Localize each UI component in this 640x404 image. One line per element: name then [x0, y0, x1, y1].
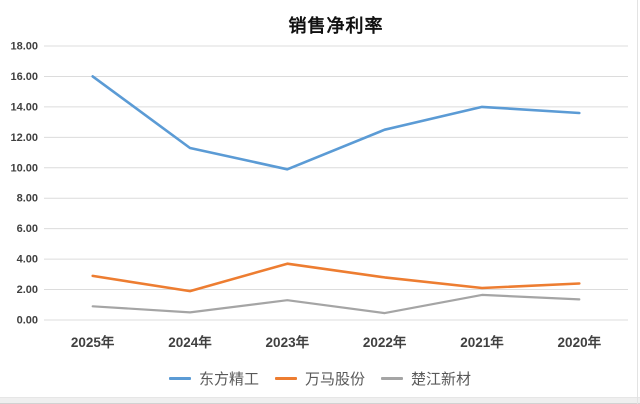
legend-label: 东方精工: [198, 370, 259, 388]
x-axis-tick-label: 2023年: [266, 334, 310, 350]
x-axis-tick-label: 2022年: [363, 334, 407, 350]
legend-line-marker: [381, 376, 403, 380]
legend-line-marker: [168, 376, 191, 380]
legend-label: 万马股份: [304, 370, 365, 388]
series-line-东方精工: [91, 75, 581, 171]
right-edge-line: [637, 0, 638, 404]
series-line-楚江新材: [91, 293, 581, 315]
y-axis-tick-label: 6.00: [17, 223, 38, 235]
x-axis-tick-label: 2020年: [558, 334, 602, 350]
legend-label: 楚江新材: [411, 370, 472, 388]
y-axis-tick-label: 10.00: [10, 162, 38, 174]
y-axis-tick-label: 8.00: [17, 193, 38, 205]
y-axis-tick-label: 2.00: [17, 284, 38, 296]
legend-item: 万马股份: [274, 368, 365, 389]
y-axis-tick-label: 4.00: [17, 254, 38, 266]
x-axis-tick-label: 2024年: [168, 334, 212, 350]
y-axis-tick-label: 16.00: [10, 71, 38, 83]
chart-title: 销售净利率: [288, 16, 384, 36]
x-axis-tick-label: 2021年: [460, 334, 504, 350]
chart-legend: 东方精工 万马股份 楚江新材: [0, 366, 640, 390]
y-axis-tick-label: 0.00: [17, 315, 38, 327]
y-axis-tick-label: 18.00: [10, 41, 38, 53]
x-axis-tick-label: 2025年: [71, 334, 115, 350]
legend-line-marker: [274, 376, 297, 380]
legend-item: 楚江新材: [381, 368, 471, 389]
bottom-edge-bar: [0, 397, 640, 404]
y-axis-tick-label: 14.00: [10, 101, 38, 113]
legend-item: 东方精工: [168, 368, 259, 389]
y-axis-tick-label: 12.00: [10, 132, 38, 144]
series-line-万马股份: [91, 262, 581, 293]
